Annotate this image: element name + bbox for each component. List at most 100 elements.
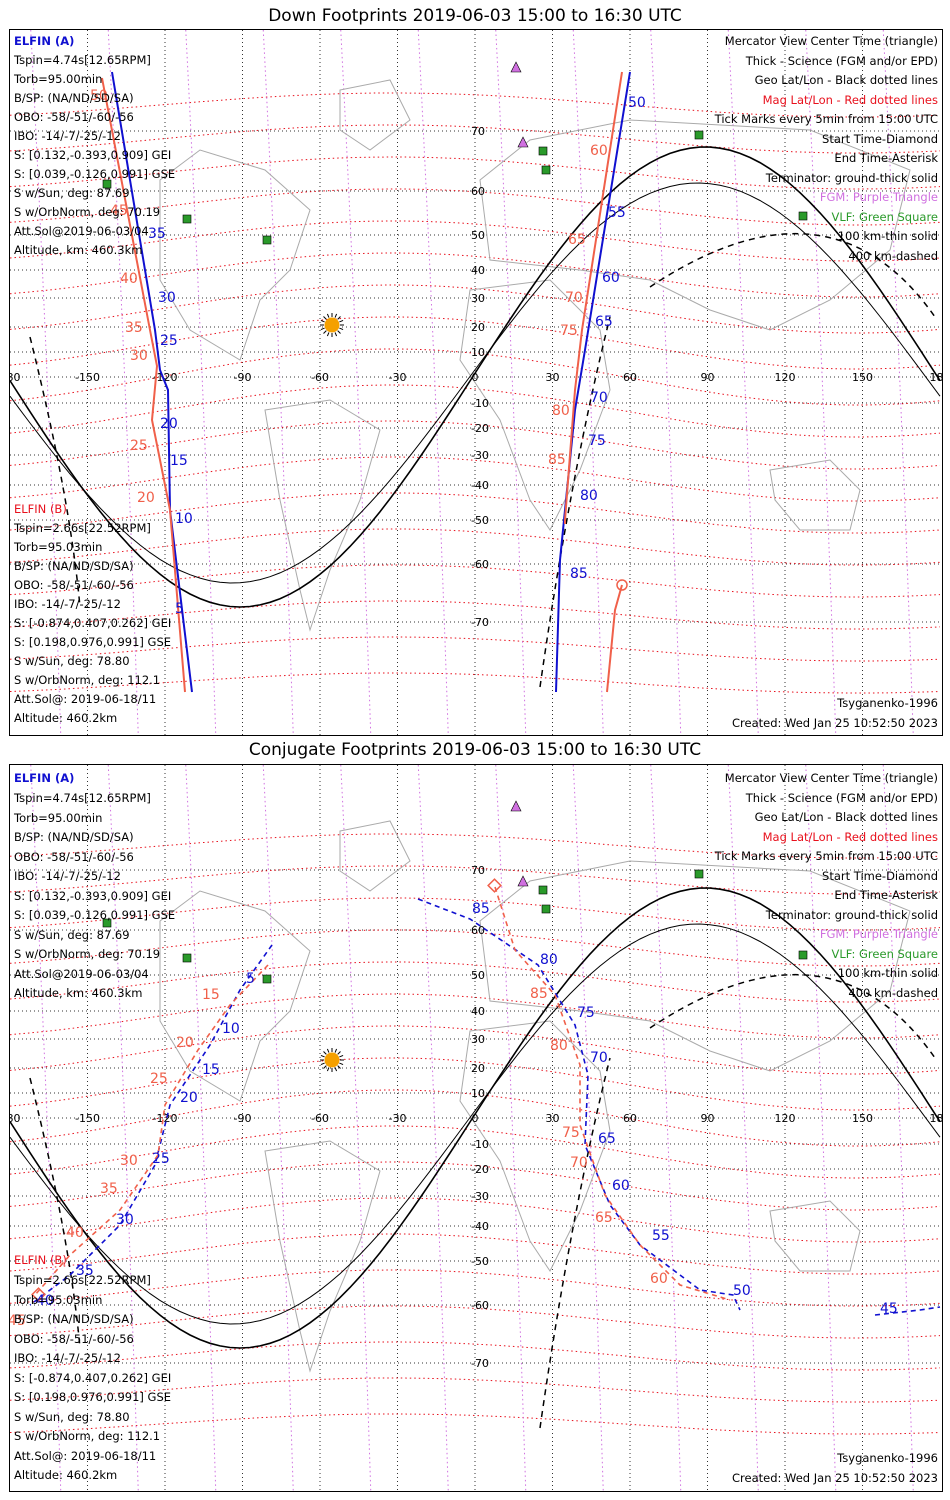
legend-400km: 400 km-dashed bbox=[848, 985, 938, 1000]
lat-tick-label: -20 bbox=[471, 422, 489, 435]
elfin-b-tick-label: 50 bbox=[90, 88, 108, 104]
info-line: Tspin=2.66s[22.52RPM] bbox=[14, 521, 151, 535]
mag-meridian-line bbox=[882, 30, 914, 735]
lon-tick-label: -150 bbox=[75, 1112, 100, 1125]
sun-ray bbox=[337, 1065, 341, 1069]
lon-tick-label: -30 bbox=[389, 1112, 407, 1125]
created-label: Created: Wed Jan 25 10:52:50 2023 bbox=[731, 1471, 938, 1485]
info-line: IBO: -14/-7/-25/-12 bbox=[14, 869, 121, 883]
elfin-a-info: Tspin=4.74s[12.65RPM] Torb=95.00min B/SP… bbox=[14, 53, 175, 257]
eurasia-outline bbox=[479, 860, 911, 1072]
lon-tick-label: 150 bbox=[852, 1112, 873, 1125]
mag-latitude-line bbox=[10, 961, 941, 1003]
mag-latitude-line bbox=[10, 316, 941, 370]
lon-tick-label: -60 bbox=[311, 1112, 329, 1125]
info-line: S: [0.132,-0.393,0.909] GEI bbox=[14, 888, 172, 903]
lon-tick-label: 90 bbox=[701, 1112, 715, 1125]
info-line: Altitude: 460.2km bbox=[14, 711, 118, 725]
sun-ray bbox=[339, 1054, 344, 1058]
panel2-title: Conjugate Footprints 2019-06-03 15:00 to… bbox=[248, 740, 702, 760]
australia-outline bbox=[769, 1200, 861, 1272]
mag-meridian-line bbox=[262, 30, 294, 735]
info-line: Altitude: 460.2km bbox=[14, 1468, 118, 1482]
fgm-station-triangle bbox=[517, 875, 529, 887]
sun-ray bbox=[320, 1054, 325, 1058]
elfin-b-tick-label: 85 bbox=[548, 452, 566, 468]
lon-tick-label: 60 bbox=[623, 371, 637, 384]
info-line: Tspin=4.74s[12.65RPM] bbox=[14, 53, 151, 67]
lat-tick-label: 20 bbox=[471, 1062, 485, 1075]
elfin-b-tick-label: 65 bbox=[595, 1210, 613, 1226]
lat-tick-label: 10 bbox=[471, 346, 485, 359]
vlf-station-square bbox=[262, 235, 272, 245]
conjugate-footprints-map: 180 -150 -120 -90 -60 -30 0 30 60 90 120 150 180 70 60… bbox=[9, 764, 943, 1492]
sun-ray bbox=[326, 1067, 330, 1072]
elfin-a-tick-label: 80 bbox=[580, 488, 598, 504]
info-line: Torb=95.03min bbox=[14, 1292, 103, 1307]
lon-tick-label: -120 bbox=[153, 371, 178, 384]
legend-ticks: Tick Marks every 5min from 15:00 UTC bbox=[714, 849, 938, 863]
elfin-a-tick-label: 70 bbox=[590, 1050, 608, 1066]
info-line: Altitude, km: 460.3km bbox=[14, 243, 143, 257]
info-line: Att.Sol@: 2019-06-18/11 bbox=[14, 1448, 157, 1463]
lat-tick-label: 30 bbox=[471, 292, 485, 305]
elfin-a-tick-label: 40 bbox=[36, 1293, 54, 1309]
elfin-b-tick-label: 40 bbox=[120, 271, 138, 287]
mag-meridian-line bbox=[340, 765, 372, 1491]
lon-tick-label: 30 bbox=[546, 1112, 560, 1125]
lon-tick-label: 0 bbox=[472, 1112, 479, 1125]
lat-tick-label: 30 bbox=[471, 1033, 485, 1046]
mag-latitude-line bbox=[10, 1125, 941, 1179]
elfin-a-tick-label: 45 bbox=[880, 1301, 898, 1317]
elfin-a-tick-label: 15 bbox=[170, 453, 188, 469]
elfin-a-tick-label: 25 bbox=[160, 333, 178, 349]
lat-tick-label: -60 bbox=[471, 1299, 489, 1312]
sun-ray bbox=[320, 319, 325, 323]
info-line: Torb=95.00min bbox=[14, 72, 103, 86]
mag-meridian-line bbox=[185, 30, 217, 735]
elfin-b-tick-label: 25 bbox=[150, 1071, 168, 1087]
mag-latitude-line bbox=[10, 252, 941, 298]
vlf-station-square bbox=[182, 214, 192, 224]
sun-ray bbox=[323, 316, 327, 320]
legend-fgm: FGM: Purple Triangle bbox=[819, 190, 938, 204]
elfin-b-tick-label: 75 bbox=[562, 1125, 580, 1141]
map-canvas: 180 -150 -120 -90 -60 -30 0 30 60 90 120 150 180 70 60… bbox=[10, 30, 942, 735]
lon-tick-label: 120 bbox=[775, 1112, 796, 1125]
mag-latitude-line bbox=[10, 456, 941, 502]
info-line: S: [0.039,-0.126,0.991] GSE bbox=[14, 167, 176, 181]
start-diamond bbox=[487, 878, 502, 893]
elfin-a-tick-label: 85 bbox=[570, 566, 588, 582]
start-diamond bbox=[31, 1287, 46, 1302]
info-line: Att.Sol@2019-06-03/04 bbox=[14, 966, 149, 981]
elfin-b-track-west bbox=[34, 964, 269, 1296]
vlf-station-square bbox=[538, 885, 548, 895]
mag-meridian-line bbox=[417, 765, 449, 1491]
lat-tick-label: 50 bbox=[471, 229, 485, 242]
lon-tick-label: 180 bbox=[10, 371, 21, 384]
info-line: S w/Sun, deg: 78.80 bbox=[14, 1409, 130, 1424]
vlf-station-square bbox=[798, 211, 808, 221]
lat-tick-label: 70 bbox=[471, 125, 485, 138]
start-diamond bbox=[616, 579, 628, 591]
mag-meridian-line bbox=[30, 765, 62, 1491]
info-line: Tspin=2.66s[22.52RPM] bbox=[14, 1273, 151, 1287]
lat-tick-label: -60 bbox=[471, 558, 489, 571]
info-line: OBO: -58/-51/-60/-56 bbox=[14, 110, 134, 124]
legend-start: Start Time-Diamond bbox=[822, 131, 938, 146]
mag-latitude-line bbox=[10, 384, 941, 438]
info-line: S: [-0.874,0.407,0.262] GEI bbox=[14, 1370, 172, 1385]
elfin-a-tick-label: 50 bbox=[733, 1283, 751, 1299]
legend-mag: Mag Lat/Lon - Red dotted lines bbox=[762, 829, 938, 844]
elfin-a-tick-label: 80 bbox=[540, 952, 558, 968]
sun-ray bbox=[334, 332, 338, 337]
elfin-b-tick-label: 60 bbox=[590, 143, 608, 159]
info-line: IBO: -14/-7/-25/-12 bbox=[14, 129, 121, 143]
elfin-b-info: Tspin=2.66s[22.52RPM] Torb=95.03min B/SP… bbox=[14, 1273, 171, 1482]
info-line: OBO: -58/-51/-60/-56 bbox=[14, 849, 134, 864]
legend-vlf: VLF: Green Square bbox=[831, 946, 939, 961]
info-line: B/SP: (NA/ND/SD/SA) bbox=[14, 1312, 134, 1326]
sun-ray bbox=[326, 313, 330, 318]
mag-latitude-line bbox=[10, 420, 941, 470]
fgm-station-triangle bbox=[517, 136, 529, 148]
